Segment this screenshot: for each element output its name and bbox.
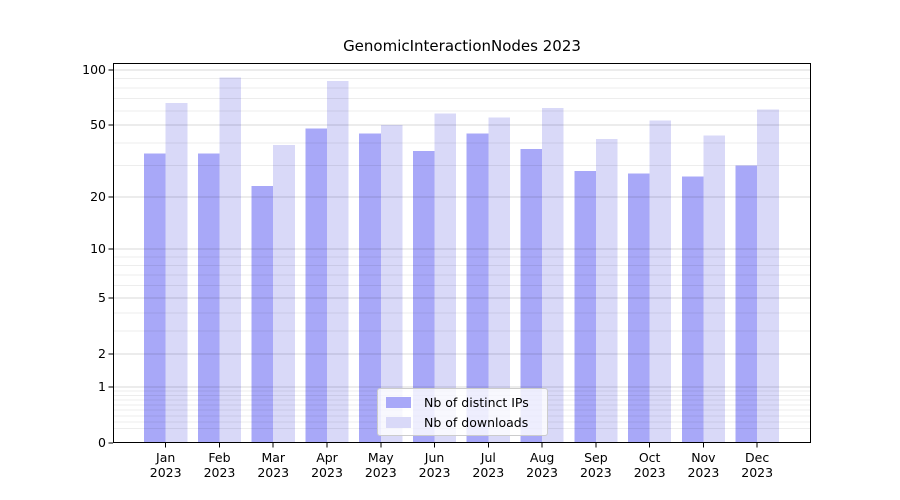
bar-downloads xyxy=(488,117,510,443)
bar-downloads xyxy=(380,125,403,443)
legend-swatch-distinct-ips xyxy=(386,396,411,408)
x-tick-label: Feb 2023 xyxy=(187,450,251,480)
x-tick-year: 2023 xyxy=(472,465,505,480)
x-tick-year: 2023 xyxy=(364,465,397,480)
x-tick-year: 2023 xyxy=(418,465,451,480)
x-tick-month: Dec xyxy=(745,450,770,465)
y-tick-label: 2 xyxy=(98,346,106,362)
x-tick-month: Sep xyxy=(584,450,608,465)
bar-distinct-ips xyxy=(520,149,543,443)
bar-downloads xyxy=(757,109,779,443)
x-tick-year: 2023 xyxy=(257,465,290,480)
y-tick-label: 50 xyxy=(90,117,106,133)
x-tick-month: Jan xyxy=(156,450,176,465)
x-tick-month: Aug xyxy=(529,450,555,465)
bar-distinct-ips xyxy=(197,153,220,443)
x-tick-year: 2023 xyxy=(579,465,612,480)
legend-entry-downloads: Nb of downloads xyxy=(386,415,539,430)
bar-distinct-ips xyxy=(466,133,489,443)
legend: Nb of distinct IPs Nb of downloads xyxy=(377,388,548,436)
x-tick-label: Dec 2023 xyxy=(725,450,789,480)
x-tick-label: Aug 2023 xyxy=(510,450,574,480)
bar-downloads xyxy=(649,120,672,443)
x-tick-month: Jun xyxy=(424,450,445,465)
bar-downloads xyxy=(273,144,295,444)
legend-swatch-downloads xyxy=(386,416,411,428)
y-tick-label: 100 xyxy=(82,61,106,77)
x-tick-year: 2023 xyxy=(633,465,666,480)
y-tick-label: 5 xyxy=(98,290,106,306)
bar-downloads xyxy=(434,113,457,443)
x-tick-label: May 2023 xyxy=(349,450,413,480)
bar-distinct-ips xyxy=(359,133,381,443)
x-tick-year: 2023 xyxy=(203,465,236,480)
y-tick-label: 20 xyxy=(90,188,106,204)
bar-downloads xyxy=(595,139,618,443)
x-tick-label: Oct 2023 xyxy=(618,450,682,480)
bar-downloads xyxy=(327,81,349,443)
x-tick-month: Oct xyxy=(638,450,661,465)
x-tick-month: Nov xyxy=(691,450,716,465)
x-tick-label: Sep 2023 xyxy=(564,450,628,480)
x-tick-year: 2023 xyxy=(687,465,720,480)
bar-downloads xyxy=(703,135,725,443)
x-tick-label: Mar 2023 xyxy=(241,450,305,480)
x-tick-month: Mar xyxy=(261,450,286,465)
x-tick-month: May xyxy=(367,450,394,465)
x-tick-label: Jan 2023 xyxy=(134,450,198,480)
y-tick-label: 0 xyxy=(98,435,106,450)
x-tick-label: Apr 2023 xyxy=(295,450,359,480)
bar-downloads xyxy=(542,108,564,443)
y-tick-label: 10 xyxy=(90,241,106,257)
bar-downloads xyxy=(219,77,242,443)
x-tick-year: 2023 xyxy=(741,465,774,480)
legend-entry-distinct-ips: Nb of distinct IPs xyxy=(386,395,539,410)
bar-distinct-ips xyxy=(305,128,328,443)
x-tick-month: Feb xyxy=(208,450,231,465)
x-tick-label: Jun 2023 xyxy=(403,450,467,480)
plot-border xyxy=(113,63,811,443)
bar-distinct-ips xyxy=(628,173,650,443)
bar-distinct-ips xyxy=(574,170,596,443)
bar-distinct-ips xyxy=(735,165,758,443)
bar-distinct-ips xyxy=(681,176,704,443)
x-tick-month: Jul xyxy=(480,450,496,465)
x-tick-month: Apr xyxy=(316,450,338,465)
y-tick-label: 1 xyxy=(98,378,106,394)
x-tick-year: 2023 xyxy=(526,465,558,480)
x-tick-label: Jul 2023 xyxy=(456,450,520,480)
legend-label-downloads: Nb of downloads xyxy=(424,414,529,430)
bar-downloads xyxy=(165,103,188,444)
chart-title: GenomicInteractionNodes 2023 xyxy=(343,37,581,55)
bar-distinct-ips xyxy=(412,151,435,443)
x-tick-year: 2023 xyxy=(311,465,343,480)
legend-label-distinct-ips: Nb of distinct IPs xyxy=(424,394,529,410)
bar-distinct-ips xyxy=(251,186,274,443)
x-tick-year: 2023 xyxy=(149,465,182,480)
bar-distinct-ips xyxy=(144,153,166,443)
x-tick-label: Nov 2023 xyxy=(671,450,735,480)
